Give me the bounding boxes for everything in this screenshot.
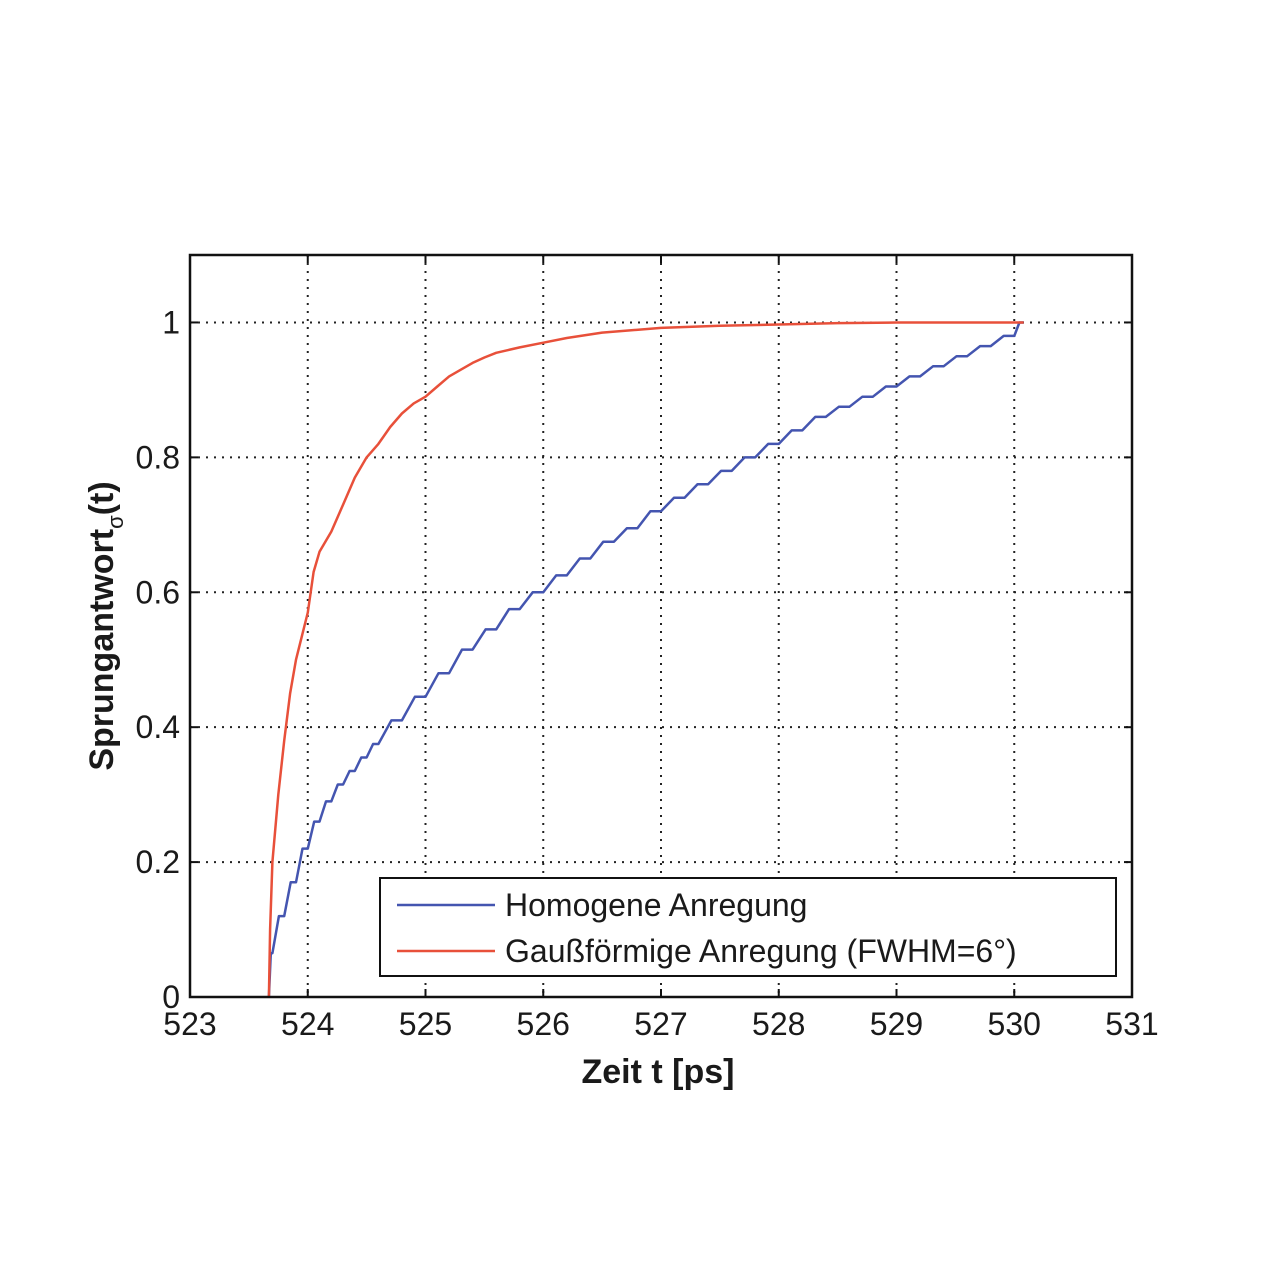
x-tick-label: 528 [752, 1006, 805, 1042]
y-tick-label: 0 [162, 979, 180, 1015]
y-tick-label: 0.8 [136, 439, 180, 475]
x-tick-label: 524 [281, 1006, 334, 1042]
y-tick-label: 0.4 [136, 709, 180, 745]
x-tick-label: 523 [163, 1006, 216, 1042]
y-tick-label: 0.6 [136, 574, 180, 610]
x-tick-label: 527 [634, 1006, 687, 1042]
ticks: 523 524 525 526 527 528 529 530 531 0 0.2 0.4 0.6 0.8… [136, 255, 1159, 1042]
x-tick-label: 531 [1105, 1006, 1158, 1042]
legend-label-gauss: Gaußförmige Anregung (FWHM=6°) [505, 933, 1017, 969]
x-tick-label: 529 [870, 1006, 923, 1042]
y-axis-label-tail: (t) [83, 481, 121, 515]
series-layer [267, 321, 1024, 998]
legend: Homogene Anregung Gaußförmige Anregung (… [379, 877, 1117, 977]
series-line-0 [267, 321, 1024, 998]
y-axis-label: Sprungantwortσ(t) [83, 481, 128, 770]
y-axis-label-subscript: σ [103, 515, 128, 529]
x-tick-label: 526 [517, 1006, 570, 1042]
series-line-1 [267, 321, 1024, 998]
x-tick-label: 530 [988, 1006, 1041, 1042]
y-axis-label-main: Sprungantwort [83, 529, 121, 771]
y-tick-label: 0.2 [136, 844, 180, 880]
x-axis-label: Zeit t [ps] [582, 1053, 735, 1091]
x-tick-label: 525 [399, 1006, 452, 1042]
legend-label-homogene: Homogene Anregung [505, 887, 807, 923]
y-tick-label: 1 [162, 304, 180, 340]
legend-box [379, 877, 1117, 977]
